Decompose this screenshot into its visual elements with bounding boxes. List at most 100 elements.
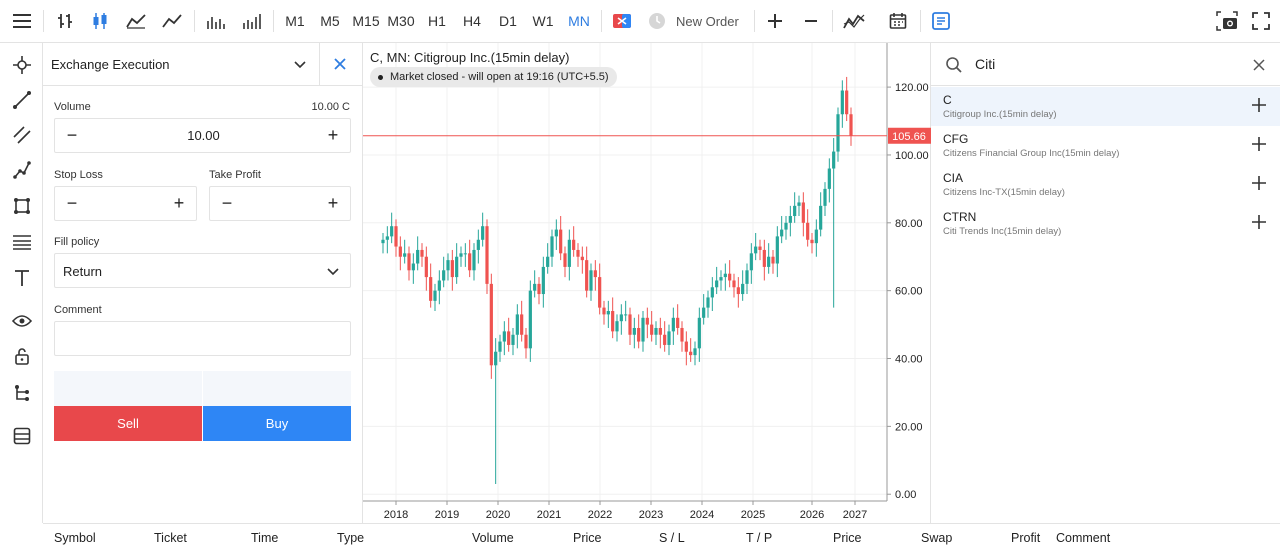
trend-line-icon[interactable] [0,85,43,115]
candle-body [537,283,541,295]
one-click-trading-icon[interactable] [610,6,634,36]
candle-body [459,253,463,257]
candle-body [559,229,563,254]
shapes-icon[interactable] [0,191,43,221]
column-header-comment[interactable]: Comment [1056,531,1111,545]
comment-input[interactable] [54,321,351,356]
column-header-time[interactable]: Time [251,531,279,545]
polyline-icon[interactable] [0,155,43,185]
channel-icon[interactable] [0,120,43,150]
candle-body [420,249,424,257]
column-header-symbol[interactable]: Symbol [54,531,96,545]
buy-button[interactable]: Buy [203,406,351,441]
column-header-take-profit[interactable]: T / P [746,531,773,545]
candle-body [455,256,459,278]
stop-loss-decrease-button[interactable]: − [66,193,78,213]
column-header-current-price[interactable]: Price [833,531,862,545]
candle-body [667,331,671,345]
volume-stepper[interactable]: − 10.00 + [54,118,351,153]
clear-search-icon[interactable] [1253,59,1265,74]
calendar-icon[interactable] [885,6,911,36]
indicators-icon[interactable] [841,6,867,36]
candle-body [472,249,476,271]
candle-body [489,283,493,366]
history-icon[interactable] [0,421,43,451]
fullscreen-icon[interactable] [1248,6,1274,36]
take-profit-decrease-button[interactable]: − [221,193,233,213]
symbols-panel-icon[interactable] [928,6,954,36]
stop-loss-stepper[interactable]: − + [54,186,197,221]
eye-icon[interactable] [0,306,43,336]
column-header-ticket[interactable]: Ticket [154,531,187,545]
symbol-row-cia[interactable]: CIA Citizens Inc-TX(15min delay) [931,165,1280,204]
bar-chart-icon[interactable] [52,6,78,36]
column-header-swap[interactable]: Swap [921,531,953,545]
timeframe-m1[interactable]: M1 [285,13,305,29]
tick-volume-icon[interactable] [237,6,265,36]
sell-label: Sell [117,416,139,431]
fill-policy-select[interactable]: Return [54,253,351,288]
chart-canvas[interactable]: 0.00 20.00 40.00 60.00 80.00 100.00 120.00 2018… [363,43,931,523]
add-symbol-icon[interactable] [1252,134,1266,157]
price-chart[interactable]: 0.00 20.00 40.00 60.00 80.00 100.00 120.00 2018… [363,43,931,523]
candle-body [758,246,762,250]
close-icon[interactable] [333,57,347,74]
symbol-row-cfg[interactable]: CFG Citizens Financial Group Inc(15min d… [931,126,1280,165]
volume-increase-button[interactable]: + [327,125,339,145]
timeframe-mn[interactable]: MN [568,13,590,29]
timeframe-m15[interactable]: M15 [352,13,380,29]
column-header-profit[interactable]: Profit [1011,531,1041,545]
y-tick-label: 80.00 [895,218,923,230]
column-header-volume[interactable]: Volume [472,531,514,545]
chevron-down-icon[interactable] [293,57,307,74]
lock-icon[interactable] [0,341,43,371]
screenshot-icon[interactable] [1212,6,1242,36]
symbol-row-c[interactable]: C Citigroup Inc.(15min delay) [931,87,1280,126]
timeframe-d1[interactable]: D1 [499,13,517,29]
symbol-search-panel: Citi C Citigroup Inc.(15min delay) CFG C… [931,43,1280,523]
x-tick-label: 2024 [690,509,714,521]
candle-body [832,151,836,169]
object-tree-icon[interactable] [0,378,43,408]
column-header-price[interactable]: Price [573,531,602,545]
volume-input[interactable]: 10.00 [187,128,220,143]
add-symbol-icon[interactable] [1252,95,1266,118]
candle-body [676,317,680,328]
column-header-stop-loss[interactable]: S / L [659,531,685,545]
add-symbol-icon[interactable] [1252,212,1266,235]
stop-loss-increase-button[interactable]: + [173,193,185,213]
take-profit-increase-button[interactable]: + [327,193,339,213]
symbol-row-ctrn[interactable]: CTRN Citi Trends Inc(15min delay) [931,204,1280,243]
candle-body [602,307,606,315]
candle-body [767,256,771,267]
timeframe-h4[interactable]: H4 [463,13,481,29]
new-order-button[interactable]: New Order [648,6,748,36]
candlestick-chart-icon[interactable] [87,6,113,36]
menu-icon[interactable] [8,6,36,36]
line-chart-icon[interactable] [158,6,186,36]
crosshair-icon[interactable] [0,50,43,80]
candle-body [528,290,532,349]
volume-icon[interactable] [201,6,229,36]
timeframe-w1[interactable]: W1 [532,13,554,29]
zoom-in-icon[interactable] [763,6,787,36]
take-profit-stepper[interactable]: − + [209,186,351,221]
volume-decrease-button[interactable]: − [66,125,78,145]
execution-type-select[interactable]: Exchange Execution [51,57,170,72]
x-tick-label: 2020 [486,509,510,521]
timeframe-h1[interactable]: H1 [428,13,446,29]
candle-body [476,239,480,250]
timeframe-m5[interactable]: M5 [320,13,340,29]
sell-button[interactable]: Sell [54,406,202,441]
timeframe-m30[interactable]: M30 [387,13,415,29]
candle-body [762,249,766,267]
candle-body [580,256,584,261]
column-header-type[interactable]: Type [337,531,365,545]
text-tool-icon[interactable] [0,263,43,293]
x-tick-label: 2018 [384,509,408,521]
zoom-out-icon[interactable] [799,6,823,36]
symbol-search-input[interactable]: Citi [975,56,996,72]
fibonacci-icon[interactable] [0,227,43,257]
area-chart-icon[interactable] [122,6,150,36]
add-symbol-icon[interactable] [1252,173,1266,196]
